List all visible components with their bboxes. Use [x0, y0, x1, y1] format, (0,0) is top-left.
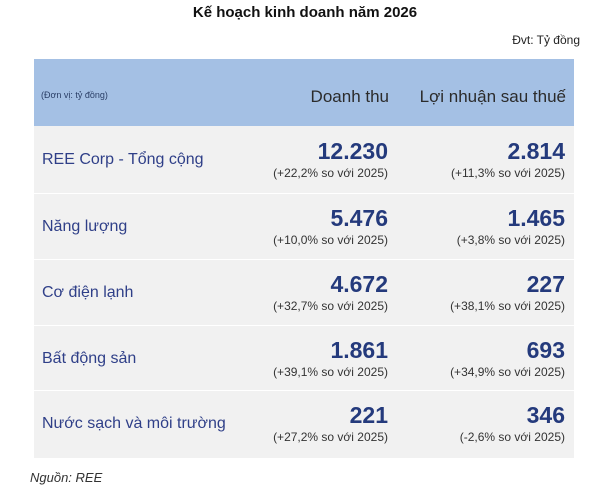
revenue-value: 12.230 — [317, 138, 388, 164]
header-unit-note: (Đơn vị: tỷ đồng) — [41, 90, 108, 100]
revenue-value: 1.861 — [330, 337, 388, 363]
revenue-value: 221 — [349, 402, 388, 428]
table-row: REE Corp - Tổng cộng 12.230 (+22,2% so v… — [34, 126, 574, 191]
row-divider — [34, 325, 574, 326]
revenue-change: (+22,2% so với 2025) — [273, 166, 388, 180]
profit-change: (+38,1% so với 2025) — [450, 299, 565, 313]
table-row: Năng lượng 5.476 (+10,0% so với 2025) 1.… — [34, 193, 574, 258]
profit-change: (+34,9% so với 2025) — [450, 365, 565, 379]
business-plan-table: (Đơn vị: tỷ đồng) Doanh thu Lợi nhuận sa… — [34, 59, 574, 458]
table-row: Nước sạch và môi trường 221 (+27,2% so v… — [34, 390, 574, 455]
table-row: Bất động sản 1.861 (+39,1% so với 2025) … — [34, 325, 574, 390]
table-row: Cơ điện lạnh 4.672 (+32,7% so với 2025) … — [34, 259, 574, 324]
row-label: Cơ điện lạnh — [42, 284, 134, 301]
revenue-change: (+32,7% so với 2025) — [273, 299, 388, 313]
revenue-change: (+39,1% so với 2025) — [273, 365, 388, 379]
profit-value: 2.814 — [507, 138, 565, 164]
row-divider — [34, 259, 574, 260]
row-label: REE Corp - Tổng cộng — [42, 151, 204, 168]
profit-change: (+3,8% so với 2025) — [456, 233, 565, 247]
row-label: Bất động sản — [42, 350, 137, 367]
profit-value: 1.465 — [507, 205, 565, 231]
row-divider — [34, 390, 574, 391]
page-title: Kế hoạch kinh doanh năm 2026 — [192, 4, 418, 21]
profit-change: (+11,3% so với 2025) — [450, 166, 565, 180]
table-header: (Đơn vị: tỷ đồng) Doanh thu Lợi nhuận sa… — [34, 59, 574, 126]
profit-value: 693 — [526, 337, 565, 363]
revenue-change: (+10,0% so với 2025) — [273, 233, 388, 247]
revenue-value: 4.672 — [330, 271, 388, 297]
row-divider — [34, 193, 574, 194]
row-label: Năng lượng — [42, 218, 128, 235]
revenue-value: 5.476 — [330, 205, 388, 231]
profit-change: (-2,6% so với 2025) — [459, 430, 565, 444]
unit-label: Đvt: Tỷ đồng — [512, 33, 580, 47]
row-label: Nước sạch và môi trường — [42, 415, 226, 432]
profit-column-header: Lợi nhuận sau thuế — [419, 87, 566, 106]
profit-value: 346 — [526, 402, 565, 428]
source-note: Nguồn: REE — [30, 470, 103, 485]
revenue-change: (+27,2% so với 2025) — [273, 430, 388, 444]
profit-value: 227 — [526, 271, 565, 297]
revenue-column-header: Doanh thu — [310, 87, 389, 106]
